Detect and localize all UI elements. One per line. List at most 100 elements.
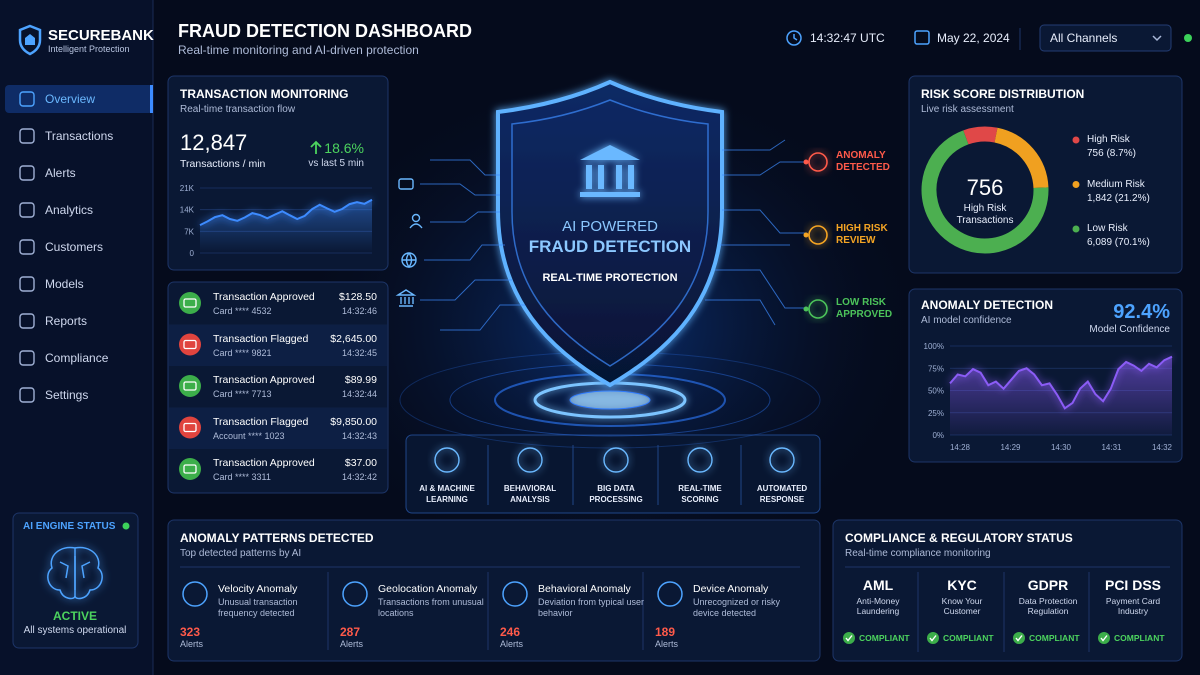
donut-segment xyxy=(963,126,998,145)
engine-title: AI ENGINE STATUS xyxy=(23,521,116,532)
x-tick-label: 14:29 xyxy=(1000,443,1021,452)
pattern-unit: Alerts xyxy=(500,639,524,649)
select-caret xyxy=(1152,35,1162,42)
legend-dot xyxy=(1072,225,1080,233)
pattern-name: Geolocation Anomaly xyxy=(378,583,478,595)
compliance-description: Payment Card Industry xyxy=(1105,596,1161,617)
area-fill xyxy=(200,199,372,253)
outcome-dot xyxy=(803,306,809,312)
nav-item[interactable]: Customers xyxy=(45,240,104,254)
status-icon xyxy=(179,416,201,439)
card-subtitle: AI model confidence xyxy=(921,315,1012,326)
compliance-description: Anti-Money Laundering xyxy=(856,596,900,617)
tx-title: Transaction Approved xyxy=(213,457,315,469)
compliance-description: Data Protection Regulation xyxy=(1018,596,1078,617)
row-bg xyxy=(169,324,387,366)
y-tick-label: 25% xyxy=(928,409,944,418)
check-icon xyxy=(843,632,855,644)
outcome-icon xyxy=(808,225,828,245)
pattern-name: Behavioral Anomaly xyxy=(538,583,631,595)
engine-dot xyxy=(122,522,130,530)
compliance-status: COMPLIANT xyxy=(859,633,910,643)
nav-item[interactable]: Analytics xyxy=(45,203,94,217)
circuit-lines xyxy=(420,139,806,331)
tx-account: Card **** 7713 xyxy=(213,389,272,399)
status-icon xyxy=(179,375,201,397)
nav-icon xyxy=(19,276,35,292)
tx-time: 14:32:43 xyxy=(341,430,377,441)
outcome-label: ANOMALY DETECTED xyxy=(836,150,890,173)
y-tick-label: 75% xyxy=(928,364,944,373)
outcome-label: HIGH RISK REVIEW xyxy=(836,223,888,246)
tx-time: 14:32:46 xyxy=(341,306,377,316)
legend-value: 756 (8.7%) xyxy=(1087,148,1136,159)
tx-time: 14:32:44 xyxy=(341,389,377,399)
capability-label: BEHAVIORAL ANALYSIS xyxy=(503,484,557,504)
legend-value: 6,089 (70.1%) xyxy=(1087,237,1150,248)
nav-item[interactable]: Overview xyxy=(45,92,96,106)
check-mark xyxy=(929,635,937,642)
donut-center-value: 756 xyxy=(966,175,1004,200)
data-line xyxy=(949,355,1173,410)
tx-amount: $89.99 xyxy=(344,374,377,386)
compliance-name: PCI DSS xyxy=(1104,577,1161,593)
pattern-count: 287 xyxy=(340,625,361,639)
x-tick-label: 14:30 xyxy=(1051,443,1072,452)
check-icon xyxy=(927,632,939,644)
capability-icon xyxy=(434,447,460,473)
y-tick-label: 14K xyxy=(180,206,195,215)
card-title: COMPLIANCE & REGULATORY STATUS xyxy=(845,531,1073,545)
card-title: TRANSACTION MONITORING xyxy=(180,87,349,101)
nav-item[interactable]: Transactions xyxy=(45,129,114,143)
nav-item[interactable]: Models xyxy=(45,277,84,291)
capability-label: AI & MACHINE LEARNING xyxy=(419,484,475,504)
pattern-count: 189 xyxy=(655,625,676,639)
x-tick-label: 14:28 xyxy=(950,443,971,452)
nav-item[interactable]: Alerts xyxy=(45,166,76,180)
y-tick-label: 100% xyxy=(924,342,944,351)
y-tick-label: 0% xyxy=(932,431,944,440)
channel-select-text[interactable]: All Channels xyxy=(1050,31,1118,45)
card-subtitle: Top detected patterns by AI xyxy=(180,548,302,559)
compliance-status: COMPLIANT xyxy=(1114,633,1165,643)
pattern-count: 323 xyxy=(180,625,201,639)
nav-item[interactable]: Compliance xyxy=(45,351,109,365)
x-tick-label: 14:31 xyxy=(1101,443,1122,452)
legend-dot xyxy=(1072,136,1080,144)
shield xyxy=(496,79,724,388)
legend-dot xyxy=(1072,181,1080,188)
shield-line2: FRAUD DETECTION xyxy=(529,237,691,256)
shield-line1: AI POWERED xyxy=(562,218,658,235)
pattern-unit: Alerts xyxy=(340,639,364,649)
clock-icon xyxy=(786,30,802,46)
tx-time: 14:32:45 xyxy=(341,347,377,358)
compliance-name: KYC xyxy=(947,577,977,593)
tx-title: Transaction Approved xyxy=(213,374,315,386)
pattern-icon xyxy=(657,581,683,607)
tx-account: Card **** 3311 xyxy=(213,472,271,482)
card-glyph xyxy=(183,464,197,474)
brand-tagline: Intelligent Protection xyxy=(48,44,130,54)
logo-icon xyxy=(18,24,42,56)
tx-amount: $9,850.00 xyxy=(330,415,377,428)
pattern-unit: Alerts xyxy=(180,639,204,649)
pattern-description: Transactions from unusual locations xyxy=(378,597,484,618)
pattern-description: Unrecognized or risky device detected xyxy=(693,597,781,618)
pattern-name: Velocity Anomaly xyxy=(218,583,298,595)
compliance-name: AML xyxy=(862,577,894,593)
card-glyph xyxy=(183,422,197,433)
capability-label: REAL-TIME SCORING xyxy=(678,484,722,504)
header-time: 14:32:47 UTC xyxy=(810,31,885,45)
header-title: FRAUD DETECTION DASHBOARD xyxy=(178,21,472,41)
pattern-unit: Alerts xyxy=(655,639,679,649)
shield-inner xyxy=(511,99,709,367)
nav-item[interactable]: Settings xyxy=(45,388,89,402)
check-mark xyxy=(1015,635,1023,642)
row-bg xyxy=(169,407,387,449)
tx-account: Card **** 4532 xyxy=(213,306,272,316)
nav-item[interactable]: Reports xyxy=(45,314,88,328)
status-icon xyxy=(179,292,201,314)
channel-select[interactable] xyxy=(1039,24,1172,52)
brand-name: SECUREBANK xyxy=(48,27,154,44)
